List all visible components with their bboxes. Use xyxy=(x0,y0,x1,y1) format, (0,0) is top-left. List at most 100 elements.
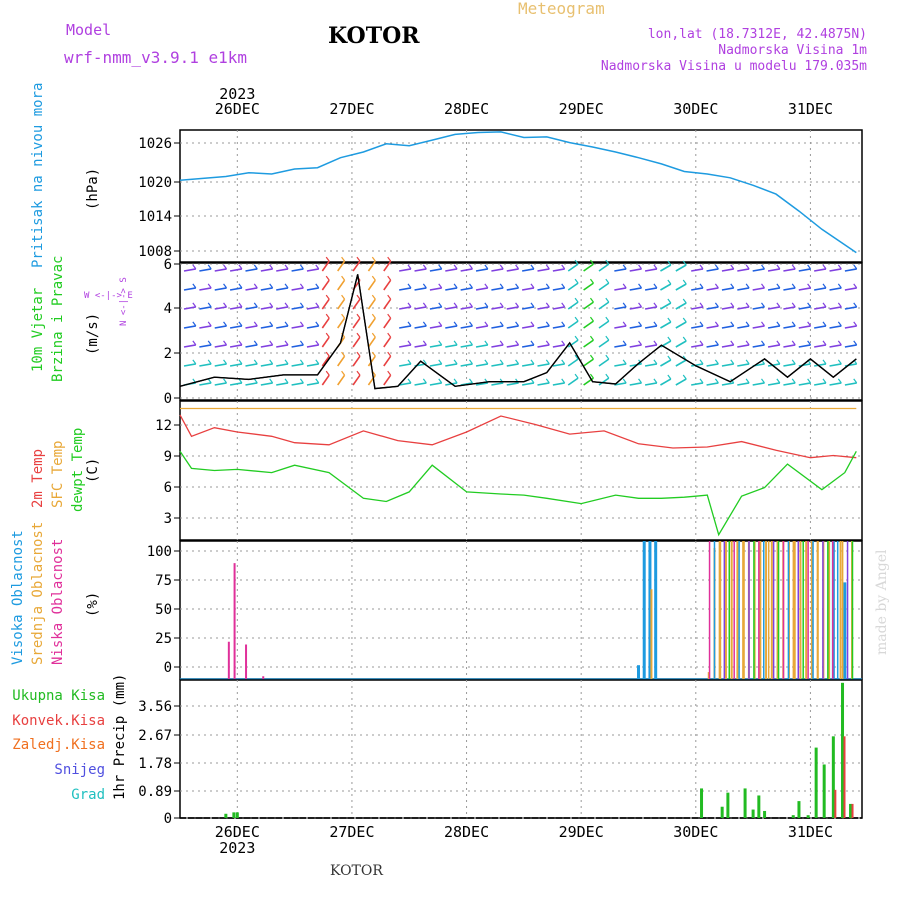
wind-barb-flag xyxy=(299,378,304,384)
wind-barb-flag xyxy=(315,302,320,308)
wind-barb xyxy=(737,382,750,386)
wind-barb xyxy=(383,279,392,291)
wind-barb-flag xyxy=(653,283,658,289)
wind-barb-flag xyxy=(545,264,550,270)
wind-barb-flag xyxy=(822,264,827,270)
wind-barb xyxy=(414,306,427,310)
wind-barb-flag xyxy=(468,264,473,270)
wind-barb xyxy=(691,325,704,329)
wind-barb xyxy=(245,382,258,386)
wind-barb-flag xyxy=(622,378,627,384)
precip-bar xyxy=(797,801,801,818)
wind-barb xyxy=(614,344,627,348)
panel-frame xyxy=(179,400,863,541)
wind-barb-flag xyxy=(299,264,304,270)
precip-panel: 3.56 2.67 1.78 0.89 0 26DEC 27DEC 28DEC 29DEC 30D… xyxy=(138,679,863,857)
wind-barb xyxy=(614,268,627,272)
y-tick-label: 1.78 xyxy=(138,756,172,772)
wind-barb xyxy=(367,374,376,386)
wind-barb xyxy=(567,301,579,310)
wind-barb xyxy=(691,344,704,348)
wind-barb xyxy=(214,287,227,291)
wind-barb-flag xyxy=(605,297,610,303)
wind-barb xyxy=(260,363,273,367)
wind-barb xyxy=(276,344,289,348)
wind-barb-flag xyxy=(714,302,719,308)
top-year-label: 2023 xyxy=(219,85,255,103)
y-tick-label: 0 xyxy=(164,811,172,827)
wind-barb-flag xyxy=(776,302,781,308)
y-tick-label: 1014 xyxy=(138,209,172,225)
wind-barb xyxy=(429,344,442,348)
wind-barb xyxy=(706,382,719,386)
wind-barb xyxy=(644,325,658,329)
wind-barb-flag xyxy=(371,294,376,300)
wind-barb-flag xyxy=(574,354,579,360)
wind-barb-flag xyxy=(622,283,627,289)
wind-barb-flag xyxy=(589,373,594,379)
wind-barb xyxy=(429,382,442,386)
dewpt-ylabel: dewpt Temp xyxy=(70,428,86,512)
wind-barb-flag xyxy=(667,355,672,361)
wind-barb-flag xyxy=(484,264,489,270)
wind-barb-flag xyxy=(468,378,473,384)
wind-barb xyxy=(675,302,687,310)
wind-barb xyxy=(844,382,857,386)
wind-barb-flag xyxy=(574,278,579,284)
wind-barb-flag xyxy=(438,283,443,289)
wind-barb-flag xyxy=(484,283,489,289)
wind-barb xyxy=(367,279,376,291)
wind-barb-flag xyxy=(807,302,812,308)
pressure-panel: 1026 1020 1014 1008 xyxy=(138,129,863,263)
wind-barb xyxy=(767,268,781,272)
wind-barb-flag xyxy=(438,321,443,327)
wind-barb-flag xyxy=(530,302,535,308)
y-tick-label: 4 xyxy=(164,301,172,317)
wind-barb xyxy=(537,325,550,329)
wind-barb xyxy=(567,282,579,291)
wind-barb-flag xyxy=(422,359,427,365)
wind-barb-flag xyxy=(745,378,750,384)
top-date-label: 29DEC xyxy=(559,100,604,118)
wind-barb xyxy=(829,306,842,310)
wind-barb-flag xyxy=(730,264,735,270)
wind-barb xyxy=(491,344,504,348)
wind-barb-flag xyxy=(776,321,781,327)
wind-barb xyxy=(629,306,642,310)
wind-barb-flag xyxy=(484,340,489,346)
wind-barb-flag xyxy=(622,321,627,327)
wind-barb-flag xyxy=(387,351,392,357)
wind-barb xyxy=(352,374,361,386)
wind-barb-flag xyxy=(499,264,504,270)
wind-barb xyxy=(460,363,473,367)
wind-barb-flag xyxy=(238,302,243,308)
wind-barb xyxy=(706,268,719,272)
wind-barb-flag xyxy=(325,275,330,281)
y-tick-label: 0 xyxy=(164,391,172,407)
wind-barb xyxy=(321,374,330,386)
wind-barb xyxy=(706,344,719,348)
wind-barb-flag xyxy=(837,264,842,270)
wind-barb xyxy=(506,363,519,367)
wind-barb-flag xyxy=(284,302,289,308)
wind-barb xyxy=(798,268,811,272)
precip-bar xyxy=(791,815,795,818)
wind-barb-flag xyxy=(422,302,427,308)
wind-barb-flag xyxy=(530,283,535,289)
wind-barb xyxy=(552,268,565,272)
wind-barb xyxy=(229,325,243,329)
wind-barb-flag xyxy=(253,283,258,289)
wind-barb xyxy=(737,268,750,272)
wind-barb-flag xyxy=(853,302,858,308)
wind-barb-flag xyxy=(699,340,704,346)
y-tick-label: 50 xyxy=(155,602,172,618)
wind-barb xyxy=(260,344,273,348)
wind-barb xyxy=(644,363,658,367)
wind-barb-flag xyxy=(699,283,704,289)
wind-barb-flag xyxy=(545,302,550,308)
wind-barb xyxy=(567,377,579,386)
wind-barb xyxy=(506,268,519,272)
wind-barb xyxy=(721,287,734,291)
wind-barb-flag xyxy=(605,335,610,341)
wind-barb-flag xyxy=(407,264,412,270)
